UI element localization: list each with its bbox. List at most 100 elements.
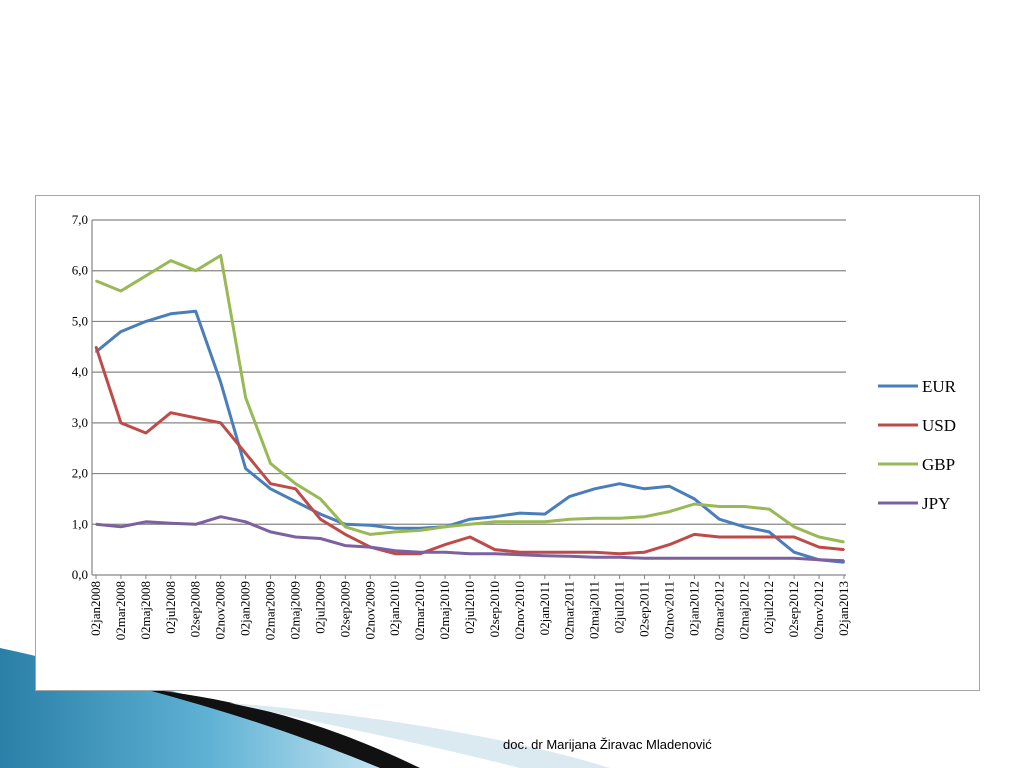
x-tick-label: 02sep2011	[637, 581, 652, 637]
data-point-jpy	[643, 557, 646, 560]
data-point-gbp	[718, 505, 721, 508]
data-point-gbp	[319, 498, 322, 500]
data-point-eur	[643, 487, 646, 490]
data-point-jpy	[593, 556, 596, 559]
data-point-jpy	[419, 551, 422, 554]
x-tick-label: 02maj2012	[736, 581, 751, 640]
series-line-gbp	[95, 254, 845, 544]
legend-label-usd: USD	[922, 416, 956, 435]
x-tick-label: 02jan2008	[88, 581, 103, 636]
data-point-eur	[469, 518, 471, 521]
x-tick-label: 02mar2008	[113, 581, 128, 640]
x-tick-label: 02mar2009	[263, 581, 278, 640]
data-point-jpy	[494, 552, 496, 555]
data-point-usd	[169, 411, 172, 414]
data-point-jpy	[120, 525, 122, 528]
data-point-gbp	[593, 517, 596, 520]
legend-label-eur: EUR	[922, 377, 957, 396]
data-point-usd	[543, 551, 546, 554]
data-point-jpy	[543, 554, 546, 557]
data-point-usd	[95, 345, 97, 348]
y-tick-label: 7,0	[72, 212, 88, 227]
data-point-gbp	[394, 530, 397, 533]
data-point-gbp	[568, 518, 571, 521]
x-tick-label: 02jan2010	[387, 581, 402, 636]
data-point-usd	[144, 432, 147, 434]
data-point-gbp	[494, 520, 496, 523]
data-point-gbp	[294, 482, 297, 485]
data-point-gbp	[269, 462, 272, 465]
data-point-eur	[494, 515, 496, 518]
data-point-eur	[219, 381, 222, 384]
x-tick-label: 02jul2008	[163, 581, 178, 634]
y-tick-label: 0,0	[72, 567, 88, 582]
x-tick-label: 02jul2012	[761, 581, 776, 634]
data-point-eur	[693, 498, 696, 500]
x-tick-label: 02jan2009	[238, 581, 253, 636]
data-point-gbp	[120, 290, 122, 292]
data-point-eur	[169, 312, 172, 315]
data-point-jpy	[568, 555, 571, 558]
data-point-eur	[793, 551, 796, 554]
data-point-eur	[718, 518, 721, 521]
data-point-gbp	[518, 520, 521, 523]
data-point-eur	[394, 527, 397, 530]
data-point-jpy	[294, 536, 297, 538]
data-point-jpy	[618, 556, 621, 559]
data-point-gbp	[768, 508, 771, 510]
data-point-jpy	[818, 558, 820, 561]
data-point-eur	[518, 512, 521, 515]
data-point-eur	[618, 482, 621, 485]
data-point-usd	[219, 421, 222, 424]
data-point-usd	[768, 536, 771, 538]
data-point-gbp	[444, 525, 446, 528]
data-point-gbp	[793, 525, 796, 528]
data-point-gbp	[95, 279, 97, 282]
x-tick-label: 02nov2009	[362, 581, 377, 640]
x-tick-label: 02jul2011	[612, 581, 627, 633]
x-tick-label: 02mar2010	[412, 581, 427, 640]
data-point-usd	[244, 452, 247, 455]
x-tick-label: 02nov2010	[512, 581, 527, 640]
data-point-jpy	[169, 522, 172, 525]
data-point-gbp	[169, 259, 172, 262]
data-point-jpy	[244, 520, 247, 523]
data-point-usd	[568, 551, 571, 554]
data-point-eur	[543, 513, 546, 516]
data-point-usd	[843, 548, 845, 551]
y-tick-label: 4,0	[72, 364, 88, 379]
data-point-usd	[120, 421, 122, 424]
data-point-usd	[818, 546, 820, 549]
x-tick-label: 02maj2008	[138, 581, 153, 640]
legend-label-gbp: GBP	[922, 455, 955, 474]
data-point-eur	[194, 310, 197, 313]
data-point-usd	[743, 536, 746, 538]
data-point-usd	[269, 482, 272, 485]
data-point-gbp	[369, 533, 372, 536]
data-point-jpy	[319, 537, 322, 540]
x-tick-label: 02sep2012	[786, 581, 801, 637]
data-point-gbp	[194, 269, 197, 272]
x-tick-label: 02jul2010	[462, 581, 477, 634]
data-point-eur	[294, 500, 297, 503]
data-point-eur	[743, 525, 746, 528]
data-point-jpy	[693, 557, 696, 560]
data-point-usd	[394, 552, 397, 555]
y-tick-label: 2,0	[72, 466, 88, 481]
x-tick-label: 02mar2012	[711, 581, 726, 640]
data-point-jpy	[95, 523, 97, 526]
data-point-usd	[319, 518, 322, 521]
data-point-jpy	[444, 551, 446, 554]
data-point-usd	[344, 533, 347, 536]
data-point-eur	[369, 524, 372, 527]
x-tick-label: 02maj2011	[587, 581, 602, 639]
data-point-jpy	[269, 530, 272, 533]
data-point-jpy	[793, 557, 796, 560]
data-point-usd	[668, 543, 671, 546]
data-point-usd	[444, 543, 446, 546]
data-point-gbp	[743, 505, 746, 508]
data-point-jpy	[518, 553, 521, 556]
data-point-gbp	[543, 520, 546, 523]
data-point-usd	[693, 533, 696, 536]
data-point-gbp	[344, 525, 347, 528]
